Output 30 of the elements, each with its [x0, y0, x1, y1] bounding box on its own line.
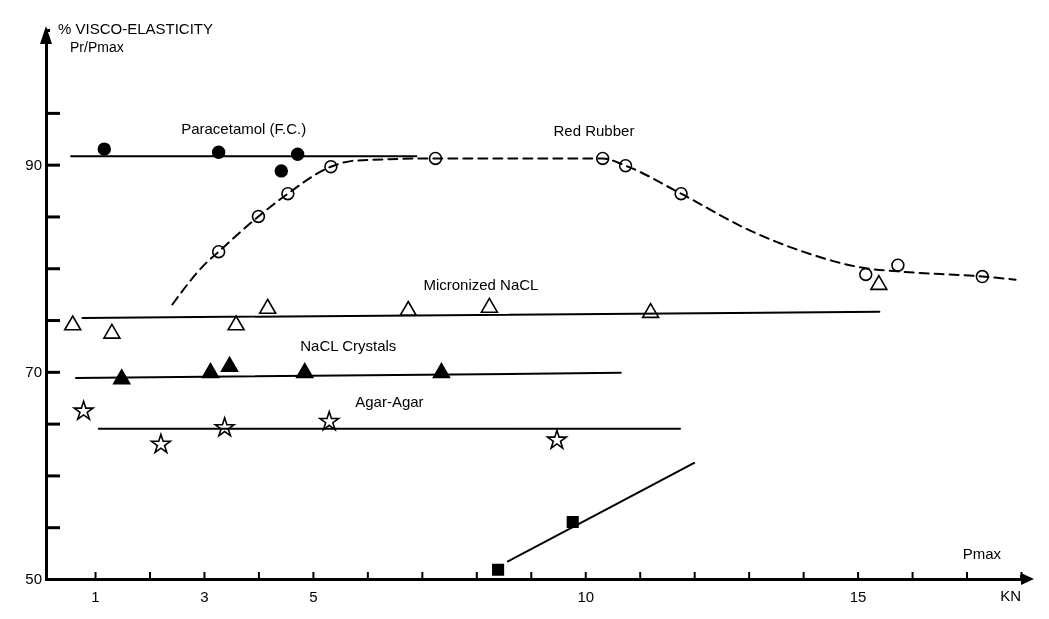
- x-tick-label: 15: [849, 587, 867, 605]
- point: [63, 315, 82, 331]
- point: [319, 410, 340, 431]
- x-tick-label: 3: [200, 587, 209, 605]
- x-tick-label: 5: [309, 587, 318, 605]
- y-tick-label: 50: [25, 570, 42, 588]
- point: [220, 356, 239, 373]
- y-tick-label: 90: [25, 155, 42, 173]
- point: [73, 400, 94, 420]
- point: [227, 315, 245, 331]
- point: [859, 267, 873, 282]
- text: Pmax KN: [962, 545, 1021, 604]
- point: [258, 298, 277, 315]
- y-tick-label: 70: [25, 363, 42, 381]
- series-label: Paracetamol (F.C.): [181, 120, 307, 138]
- point: [546, 429, 568, 449]
- point: [492, 563, 505, 576]
- point: [97, 142, 111, 156]
- point: [274, 164, 289, 178]
- point: [480, 297, 499, 314]
- y-axis-title: % VISCO-ELASTICITY Pr/Pmax: [58, 20, 214, 55]
- series-label: NaCL Crystals: [300, 336, 397, 354]
- x-tick-label: 10: [577, 587, 595, 605]
- series-label: Agar-Agar: [355, 392, 424, 410]
- point: [891, 258, 905, 272]
- series-label: Micronized NaCL: [423, 275, 539, 293]
- x-tick-label: 1: [91, 587, 100, 605]
- point: [103, 323, 121, 339]
- point: [870, 274, 888, 291]
- series-label: Red Rubber: [553, 122, 635, 140]
